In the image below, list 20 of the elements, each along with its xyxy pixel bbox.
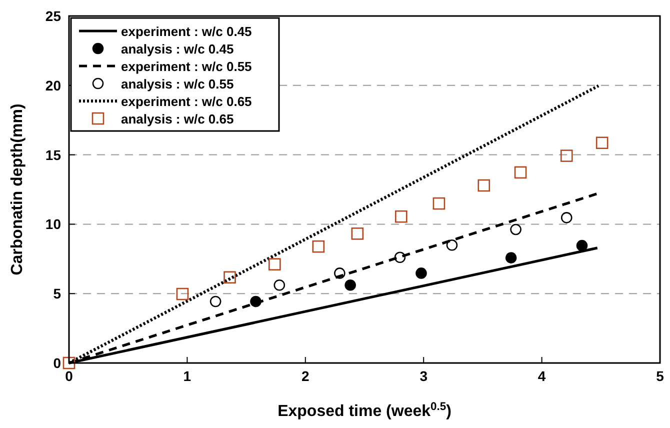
y-tick-label: 20 bbox=[45, 77, 62, 94]
legend-label: experiment : w/c 0.45 bbox=[121, 24, 252, 39]
y-tick-label: 15 bbox=[45, 146, 62, 163]
y-tick-label: 5 bbox=[53, 286, 62, 302]
x-tick-label: 3 bbox=[420, 368, 428, 384]
legend-label: analysis : w/c 0.45 bbox=[121, 42, 234, 56]
y-tick-label: 10 bbox=[45, 216, 62, 232]
x-tick-label: 4 bbox=[538, 368, 546, 384]
legend-label: analysis : w/c 0.65 bbox=[121, 112, 234, 126]
x-axis-title: Exposed time (week$^{0.5}$) bbox=[278, 401, 452, 420]
y-tick-label: 0 bbox=[53, 355, 62, 371]
y-tick-label: 25 bbox=[45, 8, 62, 24]
x-tick-label: 1 bbox=[183, 368, 192, 384]
x-tick-label: 2 bbox=[302, 368, 310, 384]
y-axis-title: Carbonatin depth(mm) bbox=[9, 104, 26, 276]
x-tick-label: 0 bbox=[65, 368, 74, 384]
x-tick-label: 5 bbox=[656, 368, 664, 384]
legend-label: experiment : w/c 0.55 bbox=[121, 59, 252, 74]
legend-label: experiment : w/c 0.65 bbox=[121, 94, 252, 109]
legend-label: analysis : w/c 0.55 bbox=[121, 76, 234, 92]
